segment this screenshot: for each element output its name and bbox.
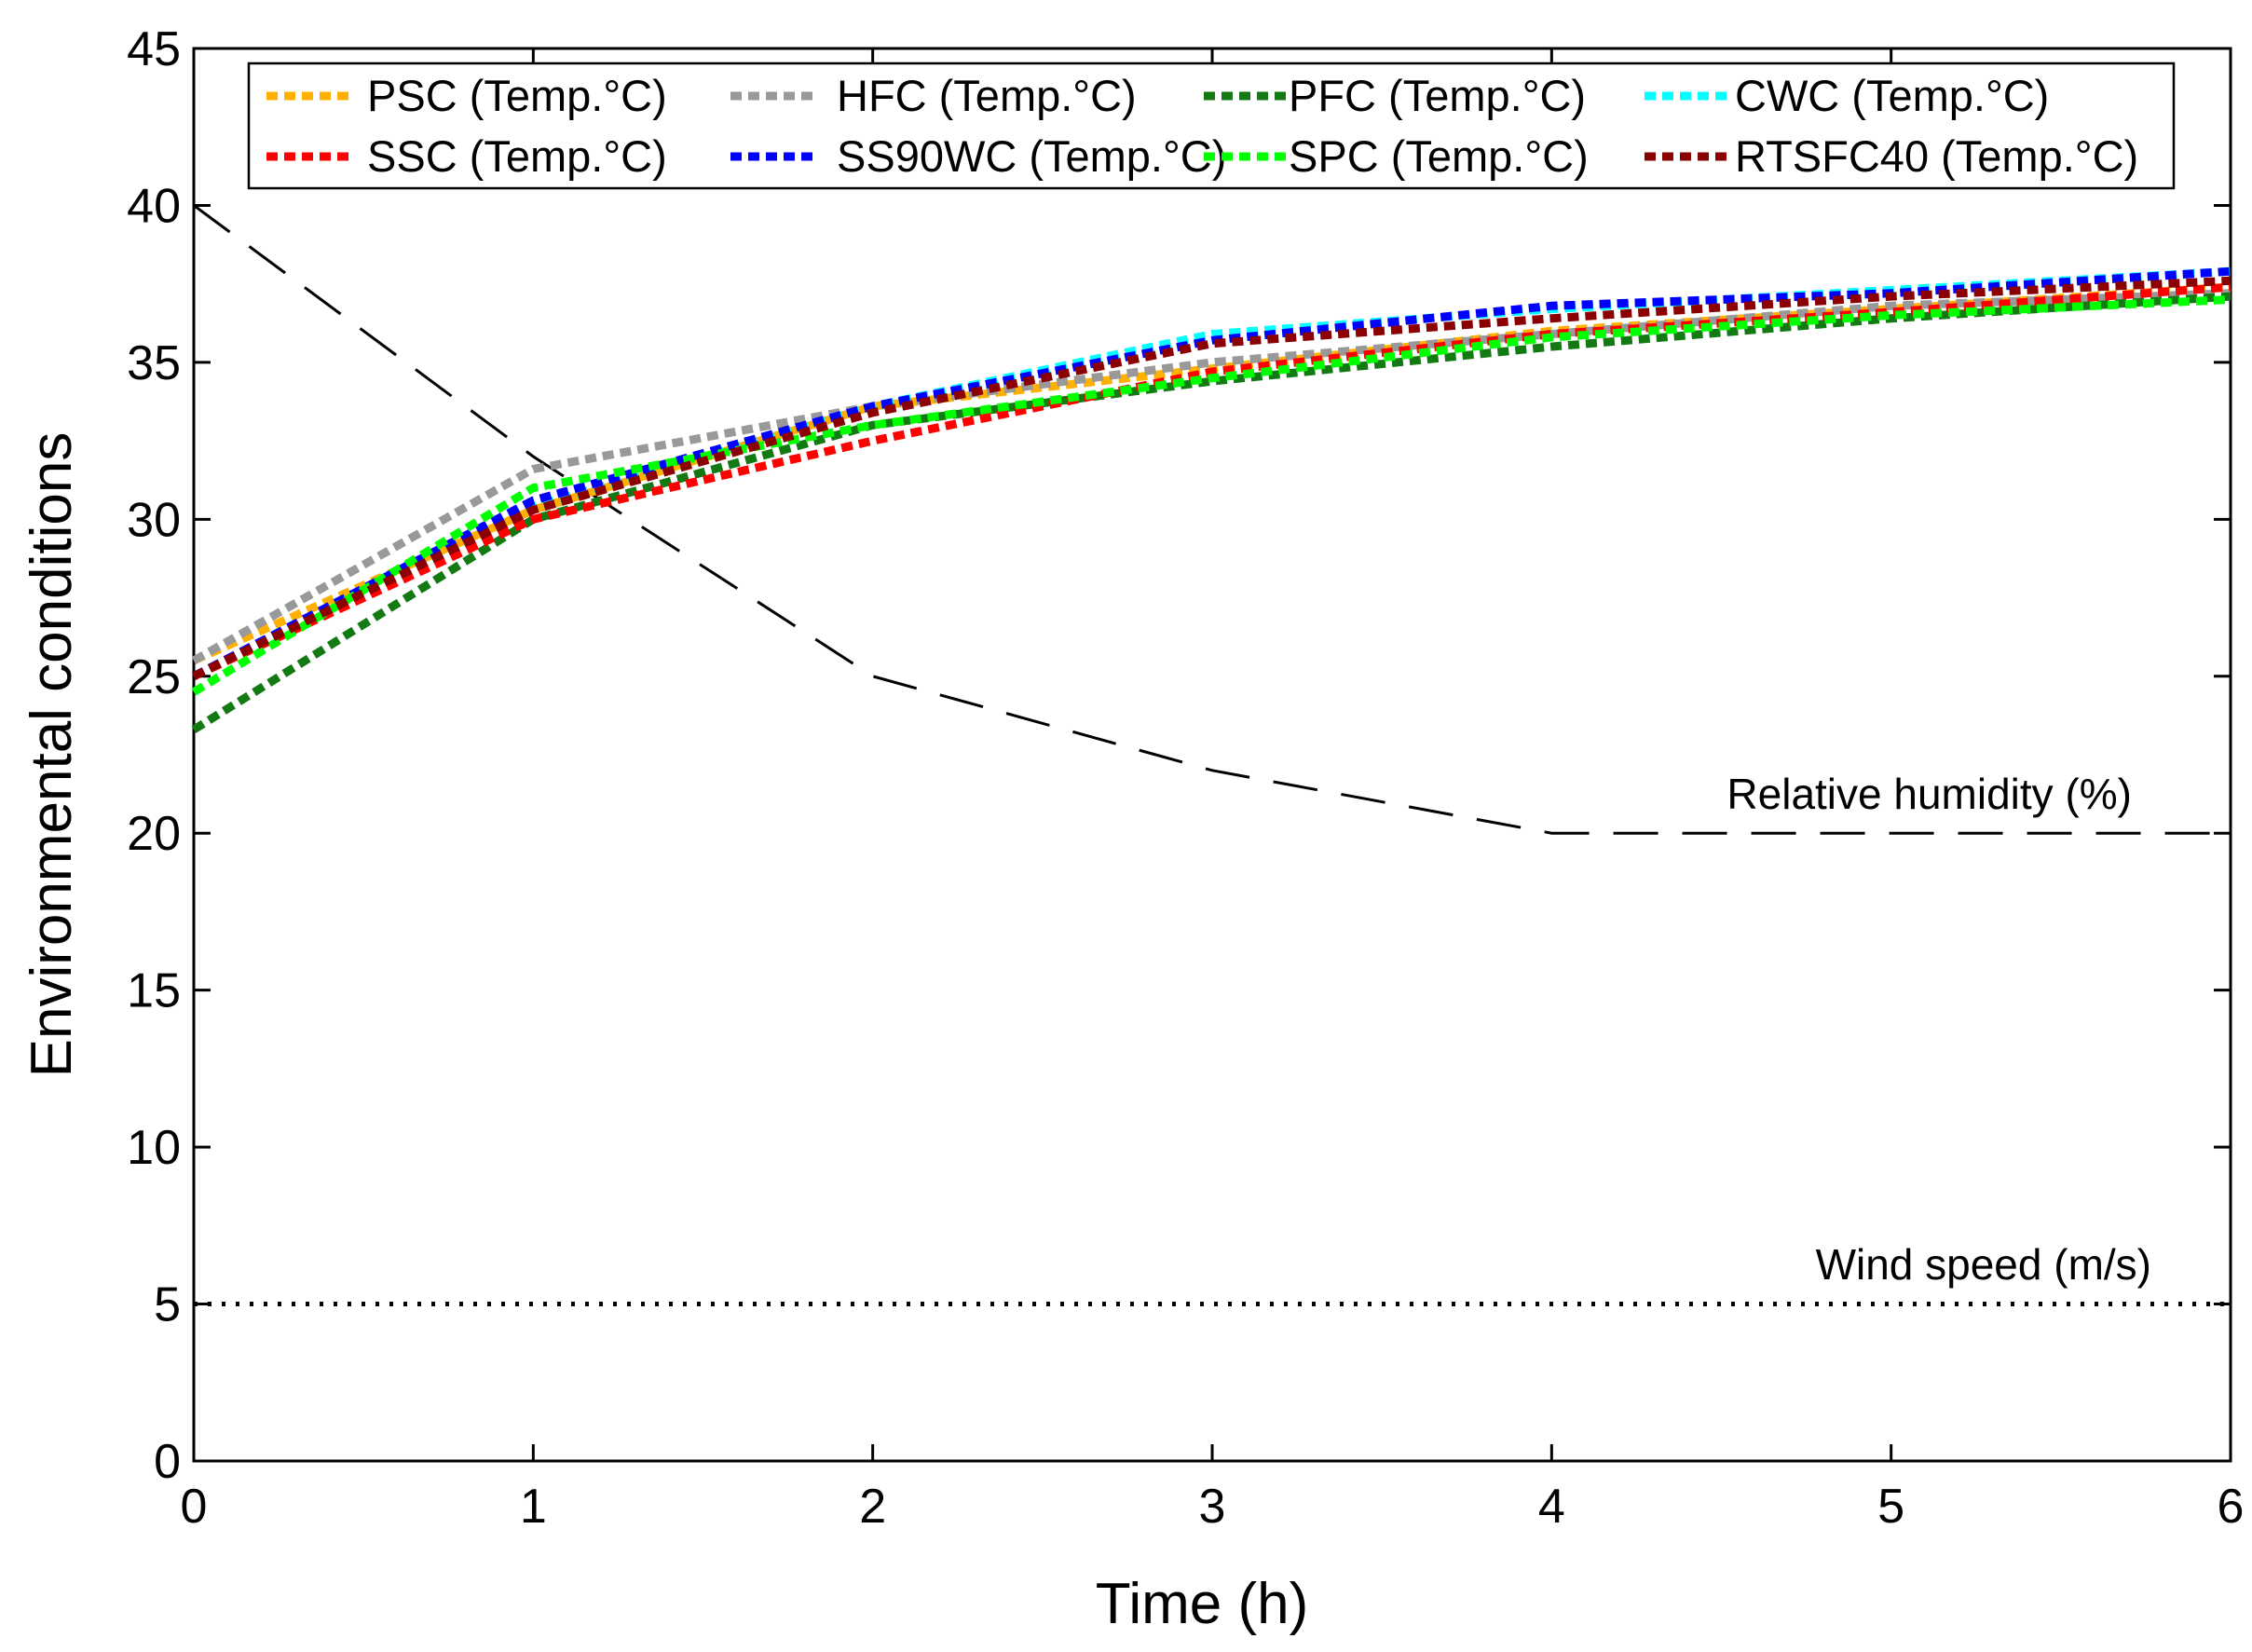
series-layer xyxy=(191,204,2232,1307)
legend-label: RTSFC40 (Temp.°C) xyxy=(1735,131,2138,181)
y-tick-label: 15 xyxy=(127,964,181,1018)
series-line-0 xyxy=(192,282,2232,665)
x-tick-label: 5 xyxy=(1877,1480,1904,1534)
y-tick-label: 25 xyxy=(127,650,181,704)
legend-box xyxy=(247,61,2176,190)
y-tick-label: 5 xyxy=(154,1278,181,1332)
legend-label: HFC (Temp.°C) xyxy=(837,71,1137,120)
humidity-annotation: Relative humidity (%) xyxy=(1727,770,2132,818)
legend-label: SS90WC (Temp.°C) xyxy=(837,131,1226,181)
legend-label: SSC (Temp.°C) xyxy=(367,131,667,181)
series-line-2 xyxy=(191,292,2232,733)
y-tick-label: 30 xyxy=(127,493,181,547)
y-tick-label: 45 xyxy=(127,22,181,76)
y-tick-label: 20 xyxy=(127,807,181,861)
x-tick-label: 4 xyxy=(1538,1480,1565,1534)
x-tick-label: 2 xyxy=(859,1480,886,1534)
y-tick-label: 35 xyxy=(127,336,181,390)
series-line-6 xyxy=(191,295,2232,696)
legend-label: PSC (Temp.°C) xyxy=(367,71,667,120)
y-tick-label: 10 xyxy=(127,1121,181,1175)
y-tick-label: 0 xyxy=(154,1435,181,1489)
series-line-1 xyxy=(191,289,2232,664)
x-tick-label: 1 xyxy=(520,1480,547,1534)
y-tick-label: 40 xyxy=(127,179,181,233)
x-tick-label: 0 xyxy=(181,1480,208,1534)
legend: PSC (Temp.°C) HFC (Temp.°C) PFC (Temp.°C) C… xyxy=(247,61,2176,190)
series-line-humidity xyxy=(193,204,2231,835)
x-tick-label: 6 xyxy=(2218,1480,2245,1534)
series-line-7 xyxy=(192,276,2232,680)
x-tick-label: 3 xyxy=(1199,1480,1226,1534)
legend-label: SPC (Temp.°C) xyxy=(1289,131,1589,181)
legend-label: PFC (Temp.°C) xyxy=(1289,71,1586,120)
series-line-3 xyxy=(191,266,2232,680)
annotations: Relative humidity (%) Wind speed (m/s) xyxy=(1727,770,2151,1289)
series-line-4 xyxy=(192,282,2232,680)
x-axis-title: Time (h) xyxy=(1096,1572,1308,1636)
legend-label: CWC (Temp.°C) xyxy=(1735,71,2049,120)
y-axis-title: Environmental conditions xyxy=(20,432,84,1078)
wind-annotation: Wind speed (m/s) xyxy=(1816,1240,2151,1289)
